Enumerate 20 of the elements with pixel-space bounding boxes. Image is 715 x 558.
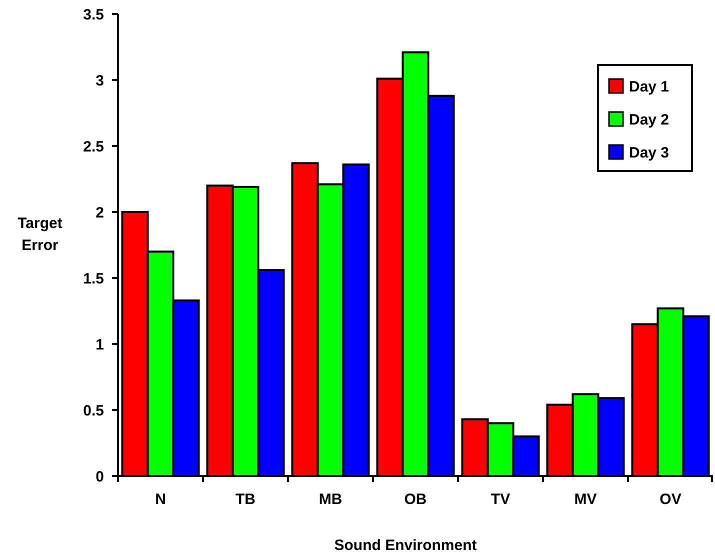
y-tick-label: 1 [96,336,104,354]
x-tick-label: OV [660,491,682,508]
y-tick-label: 3.5 [83,6,104,24]
y-axis-title: Target Error [18,215,62,254]
x-tick-label: TV [490,491,510,508]
x-tick-label: MV [574,491,597,508]
legend-label: Day 2 [629,111,670,128]
y-tick-label: 0.5 [83,402,104,420]
legend-label: Day 1 [629,78,670,96]
y-tick-label: 1.5 [83,270,104,288]
x-tick-label: N [155,491,166,508]
y-tick-label: 2.5 [83,138,104,156]
y-tick-label: 0 [96,468,104,486]
x-tick-label: OB [404,491,427,508]
legend-label: Day 3 [629,144,670,162]
y-tick-label: 2 [96,204,104,222]
x-tick-label: TB [236,491,256,508]
y-tick-label: 3 [96,72,104,90]
x-axis-title: Sound Environment [334,537,477,554]
x-tick-label: MB [318,491,342,508]
